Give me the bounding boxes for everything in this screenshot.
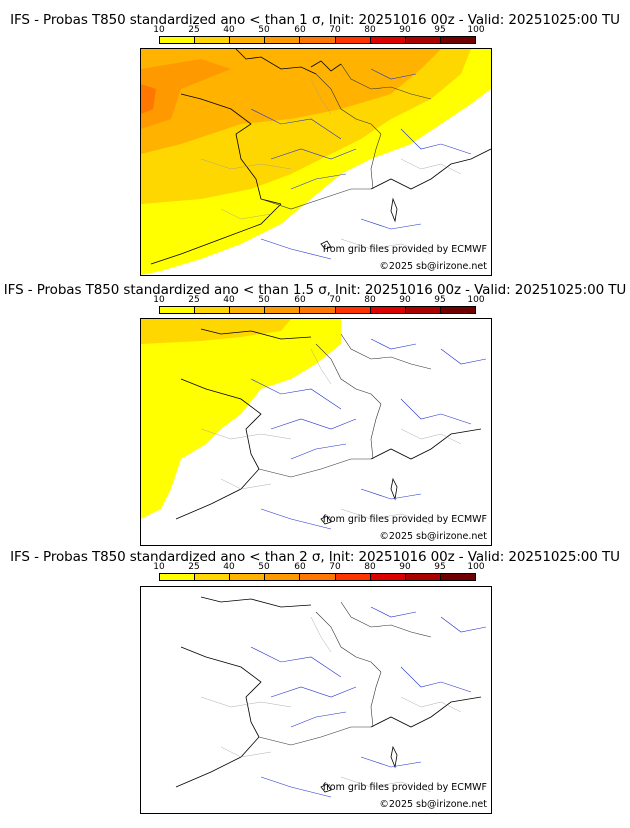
colorbar-segment [335,307,371,313]
tick-label: 100 [467,562,485,572]
colorbar-segment [230,307,266,313]
tick-label: 90 [399,25,411,35]
map-frame: from grib files provided by ECMWF ©2025 … [140,318,492,546]
map-frame: from grib files provided by ECMWF ©2025 … [140,48,492,276]
colorbar-segment [440,37,475,43]
colorbar-segment [195,37,231,43]
tick-label: 60 [294,562,306,572]
tick-label: 50 [258,295,270,305]
prob-area-50 [141,59,231,129]
tick-label: 60 [294,25,306,35]
colorbar-segment [265,37,301,43]
tick-label: 25 [188,562,200,572]
prob-area-40 [141,49,441,154]
colorbar [159,573,476,581]
colorbar-segment [195,574,231,580]
tick-label: 70 [329,295,341,305]
colorbar-segment [265,574,301,580]
map-frame: from grib files provided by ECMWF ©2025 … [140,586,492,814]
colorbar-segment [265,307,301,313]
tick-label: 40 [223,25,235,35]
colorbar-segment [300,574,336,580]
colorbar-segment [335,37,371,43]
tick-label: 100 [467,25,485,35]
colorbar-segment [300,37,336,43]
colorbar-segment [405,574,441,580]
colorbar-segment [370,37,406,43]
colorbar-segment [160,37,196,43]
panel-title: IFS - Probas T850 standardized ano < tha… [3,282,627,298]
colorbar-segment [335,574,371,580]
tick-label: 80 [364,295,376,305]
colorbar-segment [440,574,475,580]
tick-label: 50 [258,562,270,572]
colorbar-segment [405,307,441,313]
tick-label: 95 [434,295,446,305]
tick-label: 25 [188,25,200,35]
prob-area-60 [141,84,156,114]
source-credit: from grib files provided by ECMWF [322,782,487,793]
prob-area-10 [141,319,341,519]
copyright-credit: ©2025 sb@irizone.net [379,531,487,542]
colorbar-segment [405,37,441,43]
panel-title: IFS - Probas T850 standardized ano < tha… [10,549,620,565]
colorbar-tick-labels: 10 25 40 50 60 70 80 90 95 100 [153,562,484,572]
colorbar-segment [160,574,196,580]
colorbar [159,306,476,314]
tick-label: 40 [223,295,235,305]
copyright-credit: ©2025 sb@irizone.net [379,799,487,810]
tick-label: 90 [399,295,411,305]
tick-label: 95 [434,562,446,572]
tick-label: 100 [467,295,485,305]
panel-title: IFS - Probas T850 standardized ano < tha… [10,12,620,28]
tick-label: 60 [294,295,306,305]
probability-map [141,49,491,275]
tick-label: 70 [329,562,341,572]
tick-label: 80 [364,562,376,572]
prob-area-25 [141,319,291,344]
tick-label: 95 [434,25,446,35]
colorbar-segment [230,37,266,43]
colorbar-segment [370,574,406,580]
tick-label: 25 [188,295,200,305]
probability-map [175,596,487,798]
tick-label: 40 [223,562,235,572]
tick-label: 10 [153,25,165,35]
colorbar-segment [160,307,196,313]
tick-label: 50 [258,25,270,35]
tick-label: 90 [399,562,411,572]
colorbar-tick-labels: 10 25 40 50 60 70 80 90 95 100 [153,295,484,305]
probability-map [141,319,487,530]
tick-label: 10 [153,295,165,305]
colorbar-segment [440,307,475,313]
tick-label: 70 [329,25,341,35]
copyright-credit: ©2025 sb@irizone.net [379,261,487,272]
colorbar-tick-labels: 10 25 40 50 60 70 80 90 95 100 [153,25,484,35]
tick-label: 80 [364,25,376,35]
colorbar-segment [195,307,231,313]
colorbar-segment [370,307,406,313]
colorbar [159,36,476,44]
colorbar-segment [300,307,336,313]
colorbar-segment [230,574,266,580]
tick-label: 10 [153,562,165,572]
source-credit: from grib files provided by ECMWF [322,514,487,525]
source-credit: from grib files provided by ECMWF [322,244,487,255]
